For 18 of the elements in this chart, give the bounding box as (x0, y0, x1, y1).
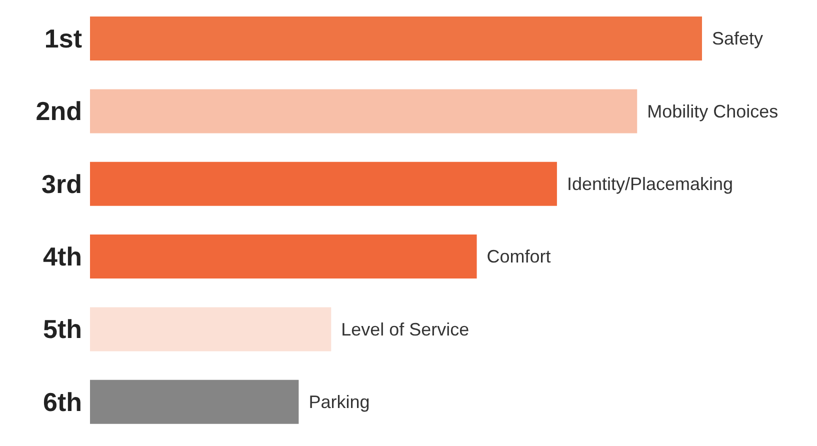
bar (90, 16, 702, 61)
annotation: Mobility Choices (647, 101, 778, 122)
bar (90, 162, 557, 206)
y-tick-label: 5th (43, 314, 82, 344)
bar (90, 234, 477, 279)
bar (90, 89, 638, 134)
y-tick-label: 2nd (36, 96, 82, 126)
annotation: Parking (308, 392, 370, 412)
annotation: Level of Service (341, 319, 470, 340)
annotation: Comfort (486, 246, 551, 267)
y-tick-label: 6th (43, 386, 82, 417)
y-tick-label: 3rd (42, 168, 82, 199)
y-tick-label: 1st (44, 24, 82, 54)
bar (90, 307, 332, 352)
bar (90, 380, 299, 424)
annotation: Safety (712, 28, 764, 49)
y-tick-label: 4th (43, 242, 82, 272)
annotation: Identity/Placemaking (566, 174, 734, 194)
